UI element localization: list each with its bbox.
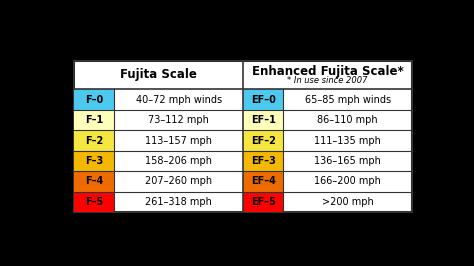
- Text: EF–5: EF–5: [251, 197, 276, 207]
- Bar: [74, 61, 412, 212]
- Bar: [74, 192, 115, 212]
- Text: EF–3: EF–3: [251, 156, 276, 166]
- Bar: [243, 151, 283, 171]
- Text: F–2: F–2: [85, 136, 103, 146]
- Text: F–1: F–1: [85, 115, 103, 125]
- Text: 158–206 mph: 158–206 mph: [145, 156, 212, 166]
- Text: 86–110 mph: 86–110 mph: [318, 115, 378, 125]
- Bar: [243, 192, 283, 212]
- Text: 113–157 mph: 113–157 mph: [145, 136, 212, 146]
- Bar: [243, 171, 283, 192]
- Text: F–4: F–4: [85, 176, 103, 186]
- Text: EF–4: EF–4: [251, 176, 276, 186]
- Bar: [74, 89, 115, 110]
- Text: F–0: F–0: [85, 95, 103, 105]
- Bar: [74, 130, 115, 151]
- Text: F–5: F–5: [85, 197, 103, 207]
- Text: 136–165 mph: 136–165 mph: [314, 156, 381, 166]
- Text: 40–72 mph winds: 40–72 mph winds: [136, 95, 222, 105]
- Text: 207–260 mph: 207–260 mph: [145, 176, 212, 186]
- Text: Fujita Scale: Fujita Scale: [120, 68, 197, 81]
- Text: Enhanced Fujita Scale*: Enhanced Fujita Scale*: [252, 65, 403, 78]
- Text: EF–1: EF–1: [251, 115, 276, 125]
- Text: 73–112 mph: 73–112 mph: [148, 115, 209, 125]
- Text: * In use since 2007: * In use since 2007: [287, 76, 368, 85]
- Bar: [243, 89, 283, 110]
- Bar: [243, 130, 283, 151]
- Text: 65–85 mph winds: 65–85 mph winds: [305, 95, 391, 105]
- Text: 261–318 mph: 261–318 mph: [145, 197, 212, 207]
- Text: EF–0: EF–0: [251, 95, 276, 105]
- Text: EF–2: EF–2: [251, 136, 276, 146]
- Bar: [74, 110, 115, 130]
- Bar: [74, 171, 115, 192]
- Text: F–3: F–3: [85, 156, 103, 166]
- Bar: [74, 151, 115, 171]
- Text: >200 mph: >200 mph: [322, 197, 374, 207]
- Bar: [243, 110, 283, 130]
- Text: 166–200 mph: 166–200 mph: [314, 176, 381, 186]
- Text: 111–135 mph: 111–135 mph: [314, 136, 381, 146]
